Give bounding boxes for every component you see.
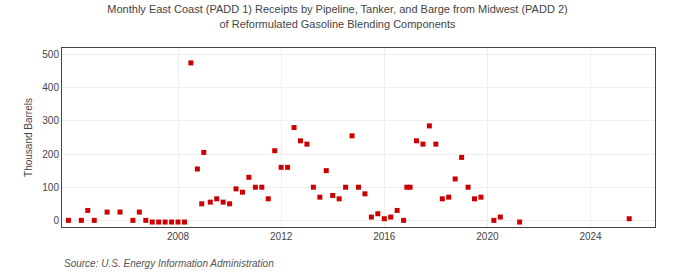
svg-text:500: 500 — [42, 49, 59, 60]
svg-text:Source: U.S. Energy Informatio: Source: U.S. Energy Information Administ… — [64, 258, 274, 269]
svg-text:Thousand Barrels: Thousand Barrels — [23, 98, 34, 177]
svg-text:400: 400 — [42, 82, 59, 93]
svg-text:2012: 2012 — [270, 231, 293, 242]
svg-text:200: 200 — [42, 149, 59, 160]
svg-text:100: 100 — [42, 182, 59, 193]
svg-text:300: 300 — [42, 115, 59, 126]
svg-text:2016: 2016 — [373, 231, 396, 242]
svg-text:Monthly East Coast (PADD 1) Re: Monthly East Coast (PADD 1) Receipts by … — [107, 3, 567, 29]
svg-text:2024: 2024 — [579, 231, 602, 242]
svg-text:0: 0 — [53, 215, 59, 226]
svg-text:2008: 2008 — [167, 231, 190, 242]
svg-text:2020: 2020 — [476, 231, 499, 242]
